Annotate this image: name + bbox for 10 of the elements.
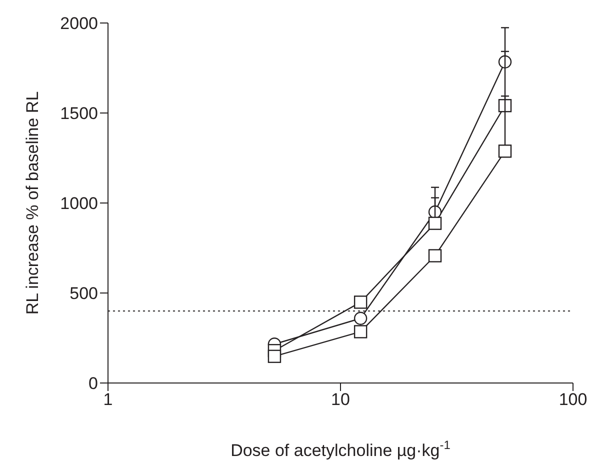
y-tick-label: 1000 (60, 194, 98, 214)
y-tick-label: 1500 (60, 104, 98, 124)
x-tick-label: 1 (103, 390, 113, 410)
y-tick-label: 2000 (60, 14, 98, 34)
x-tick-label: 10 (331, 390, 350, 410)
x-axis-title: Dose of acetylcholine µg·kg$^{-1}$ (230, 438, 451, 460)
y-tick-label: 0 (88, 374, 98, 394)
x-tick-label: 100 (558, 390, 588, 410)
y-axis-title: RL increase % of baseline RL (23, 91, 42, 315)
y-tick-label: 500 (70, 284, 98, 304)
